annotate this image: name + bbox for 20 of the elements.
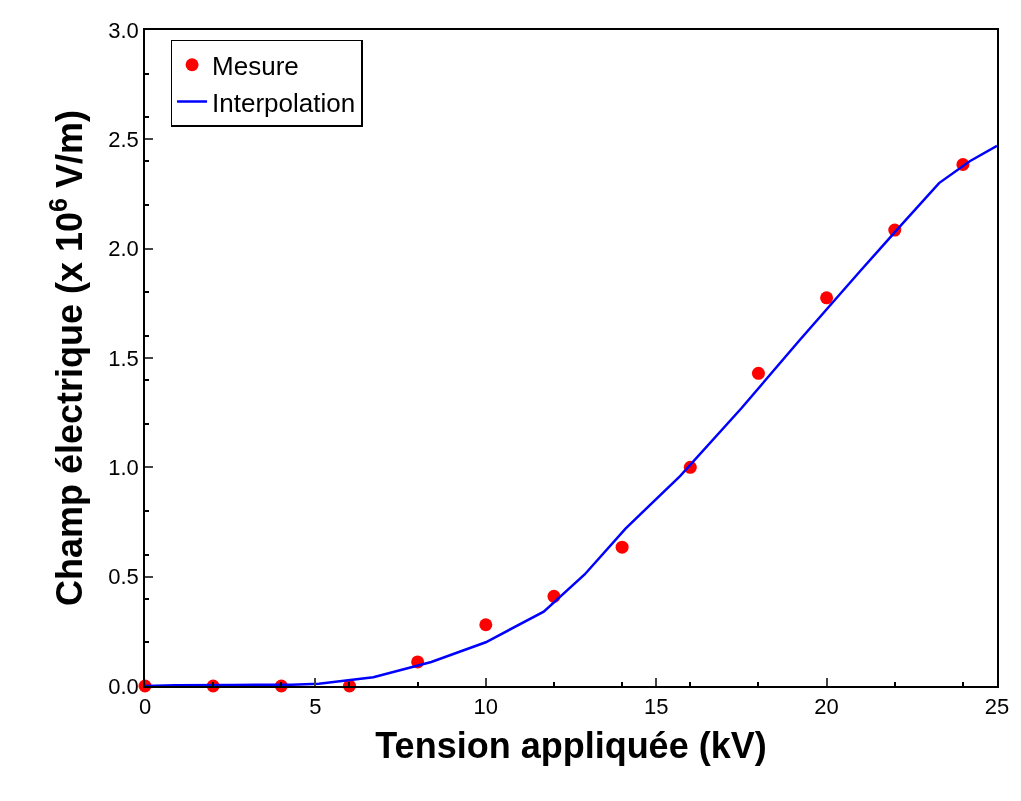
legend-label: Interpolation [212, 87, 356, 118]
y-tick-label: 1.5 [108, 345, 139, 371]
y-tick-label: 2.0 [108, 236, 139, 262]
x-axis-title: Tension appliquée (kV) [375, 725, 767, 767]
legend-label: Mesure [212, 50, 299, 81]
point [615, 540, 629, 554]
point [751, 366, 765, 380]
x-tick-label: 10 [473, 694, 499, 720]
x-tick-label: 0 [138, 694, 152, 720]
y-tick-label: 0.5 [108, 564, 139, 590]
y-tick-label: 2.5 [108, 127, 139, 153]
point [820, 291, 834, 305]
x-tick-label: 20 [814, 694, 839, 720]
x-tick-label: 5 [309, 694, 322, 720]
y-tick-label: 0.0 [108, 673, 139, 699]
y-tick-label: 1.0 [108, 455, 139, 481]
y-tick-label: 3.0 [108, 17, 139, 43]
x-tick-label: 15 [643, 694, 669, 720]
x-tick-label: 25 [984, 694, 1010, 720]
point [479, 618, 493, 632]
